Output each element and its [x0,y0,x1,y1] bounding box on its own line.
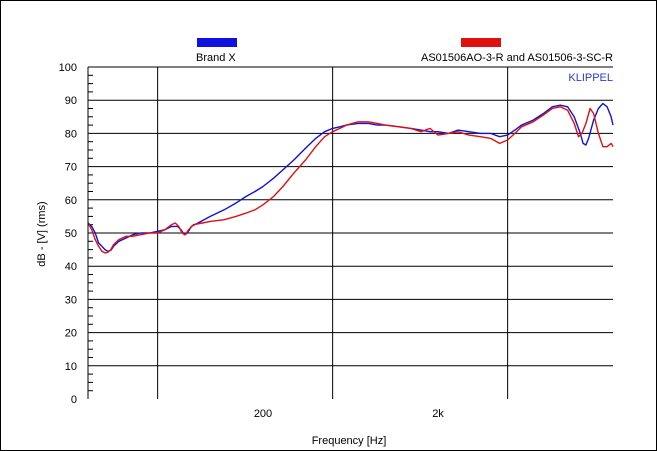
legend: Brand X AS01506AO-3-R and AS01506-3-SC-R [196,38,613,64]
x-axis-label: Frequency [Hz] [312,435,387,447]
y-tick-label-70: 70 [65,162,77,174]
series-line-0 [87,102,614,252]
y-tick-label-60: 60 [65,195,77,207]
legend-label-brand-x: Brand X [196,52,236,64]
plot-area: 0 10 20 30 40 50 60 70 80 90 100 200 2k [59,62,614,420]
y-tick-label-50: 50 [65,228,77,240]
y-axis-label: dB - [V] (rms) [36,201,48,266]
y-tick-label-90: 90 [65,95,77,107]
legend-swatch-as01506 [461,38,501,47]
x-tick-label-200: 200 [254,408,272,420]
x-tick-label-2k: 2k [432,408,444,420]
y-tick-label-10: 10 [65,361,77,373]
y-tick-label-20: 20 [65,328,77,340]
legend-label-as01506: AS01506AO-3-R and AS01506-3-SC-R [421,52,613,64]
klippel-watermark: KLIPPEL [568,72,613,84]
y-tick-label-80: 80 [65,128,77,140]
y-tick-label-30: 30 [65,294,77,306]
y-tick-label-0: 0 [71,394,77,406]
legend-swatch-brand-x [197,38,237,47]
series-line-1 [87,106,614,254]
y-tick-label-100: 100 [59,62,77,74]
y-tick-label-40: 40 [65,261,77,273]
